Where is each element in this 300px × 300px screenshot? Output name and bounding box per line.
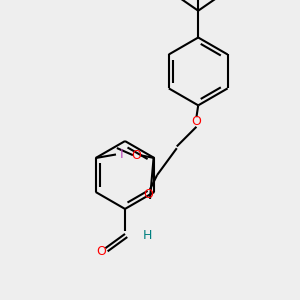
Text: I: I [119,148,123,161]
Text: O: O [143,188,153,201]
Text: O: O [96,244,106,258]
Text: H: H [143,229,152,242]
Text: O: O [132,149,142,162]
Text: O: O [191,115,201,128]
